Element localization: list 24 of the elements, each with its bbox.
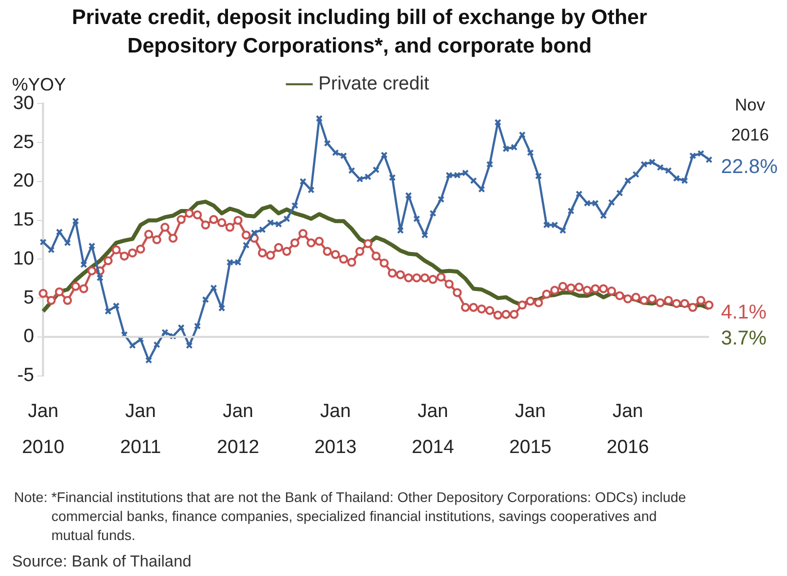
y-tick-label: 30 — [12, 92, 34, 114]
chart-title: Private credit, deposit including bill of exchange by Other Depository Corporations*, and corporate bond — [72, 6, 648, 58]
text: 22.8% — [721, 156, 778, 178]
legend-label: Private credit — [318, 73, 430, 94]
x-tick-label: Jan 2013 — [314, 401, 357, 458]
y-tick-label: 25 — [12, 132, 34, 153]
x-tick-label: Jan 2011 — [120, 401, 162, 458]
y-tick-label: 15 — [12, 210, 34, 231]
y-tick-label: 0 — [24, 326, 34, 348]
x-tick-label: Jan 2010 — [22, 401, 64, 458]
y-tick-label: 20 — [12, 170, 34, 192]
text: Note: *Financial institutions that are not the Bank of Thailand: Other Depository Corporations: ODCs) include commercial banks, finance companies, specialized financial institutions, savings cooperatives and mutual funds. — [14, 488, 686, 543]
source-note: Source: Bank of Thailand — [12, 553, 192, 570]
x-tick-label: Jan 2012 — [216, 401, 260, 458]
y-tick-label: 5 — [24, 287, 34, 308]
y-tick-label: 10 — [12, 248, 34, 270]
x-tick-label: Jan 2016 — [606, 401, 649, 458]
text: 3.7% — [721, 328, 767, 350]
text: Nov 2016 — [731, 95, 769, 144]
x-tick-label: Jan 2014 — [412, 401, 454, 458]
y-axis-title: %YOY — [12, 74, 66, 95]
text: 4.1% — [721, 302, 767, 324]
y-tick-label: -5 — [17, 365, 34, 386]
x-tick-label: Jan 2015 — [509, 401, 552, 458]
